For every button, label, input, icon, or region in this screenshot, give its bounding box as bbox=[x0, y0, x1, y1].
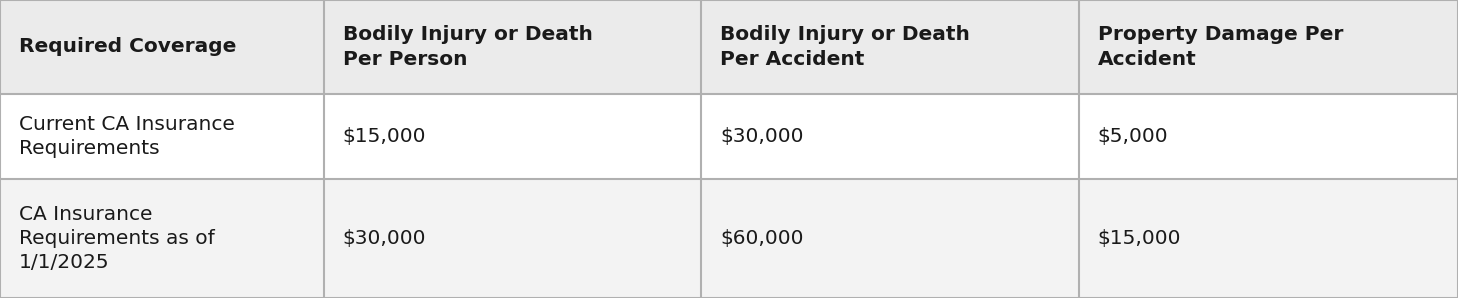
Text: $30,000: $30,000 bbox=[343, 229, 426, 248]
Text: Current CA Insurance
Requirements: Current CA Insurance Requirements bbox=[19, 115, 235, 158]
Text: $15,000: $15,000 bbox=[343, 127, 426, 146]
Bar bbox=[0, 94, 324, 179]
Bar bbox=[0, 0, 324, 94]
Text: Property Damage Per
Accident: Property Damage Per Accident bbox=[1098, 25, 1343, 69]
Bar bbox=[1079, 179, 1458, 298]
Bar bbox=[1079, 0, 1458, 94]
Text: $60,000: $60,000 bbox=[720, 229, 803, 248]
Text: $30,000: $30,000 bbox=[720, 127, 803, 146]
Bar bbox=[324, 94, 701, 179]
Bar bbox=[701, 0, 1079, 94]
Text: CA Insurance
Requirements as of
1/1/2025: CA Insurance Requirements as of 1/1/2025 bbox=[19, 205, 214, 272]
Text: Required Coverage: Required Coverage bbox=[19, 38, 236, 56]
Text: $15,000: $15,000 bbox=[1098, 229, 1181, 248]
Text: $5,000: $5,000 bbox=[1098, 127, 1168, 146]
Bar bbox=[1079, 94, 1458, 179]
Bar bbox=[0, 179, 324, 298]
Bar bbox=[701, 179, 1079, 298]
Bar bbox=[701, 94, 1079, 179]
Text: Bodily Injury or Death
Per Person: Bodily Injury or Death Per Person bbox=[343, 25, 592, 69]
Bar bbox=[324, 0, 701, 94]
Bar bbox=[324, 179, 701, 298]
Text: Bodily Injury or Death
Per Accident: Bodily Injury or Death Per Accident bbox=[720, 25, 970, 69]
